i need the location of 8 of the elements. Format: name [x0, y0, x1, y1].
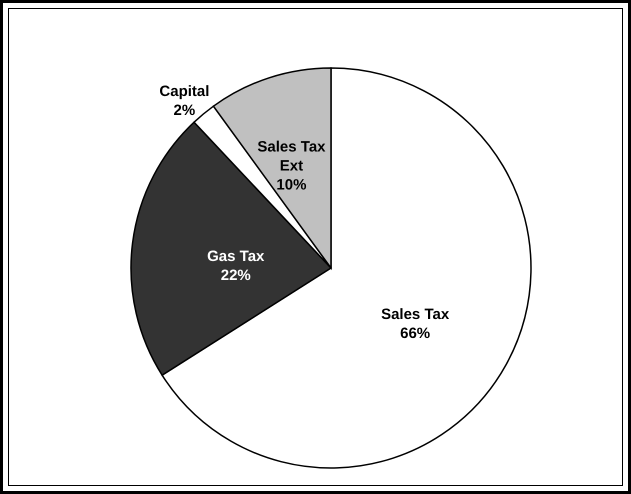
slice-label: Capital — [159, 82, 210, 100]
data-label: 2% — [174, 102, 196, 119]
data-label: 10% — [276, 176, 306, 194]
data-label: 66% — [400, 325, 430, 342]
slice-label: Sales Tax — [381, 306, 450, 324]
slice-label: Gas Tax — [207, 248, 266, 265]
data-label: 22% — [220, 266, 251, 284]
slice-label: Sales Tax Ext — [257, 138, 326, 174]
